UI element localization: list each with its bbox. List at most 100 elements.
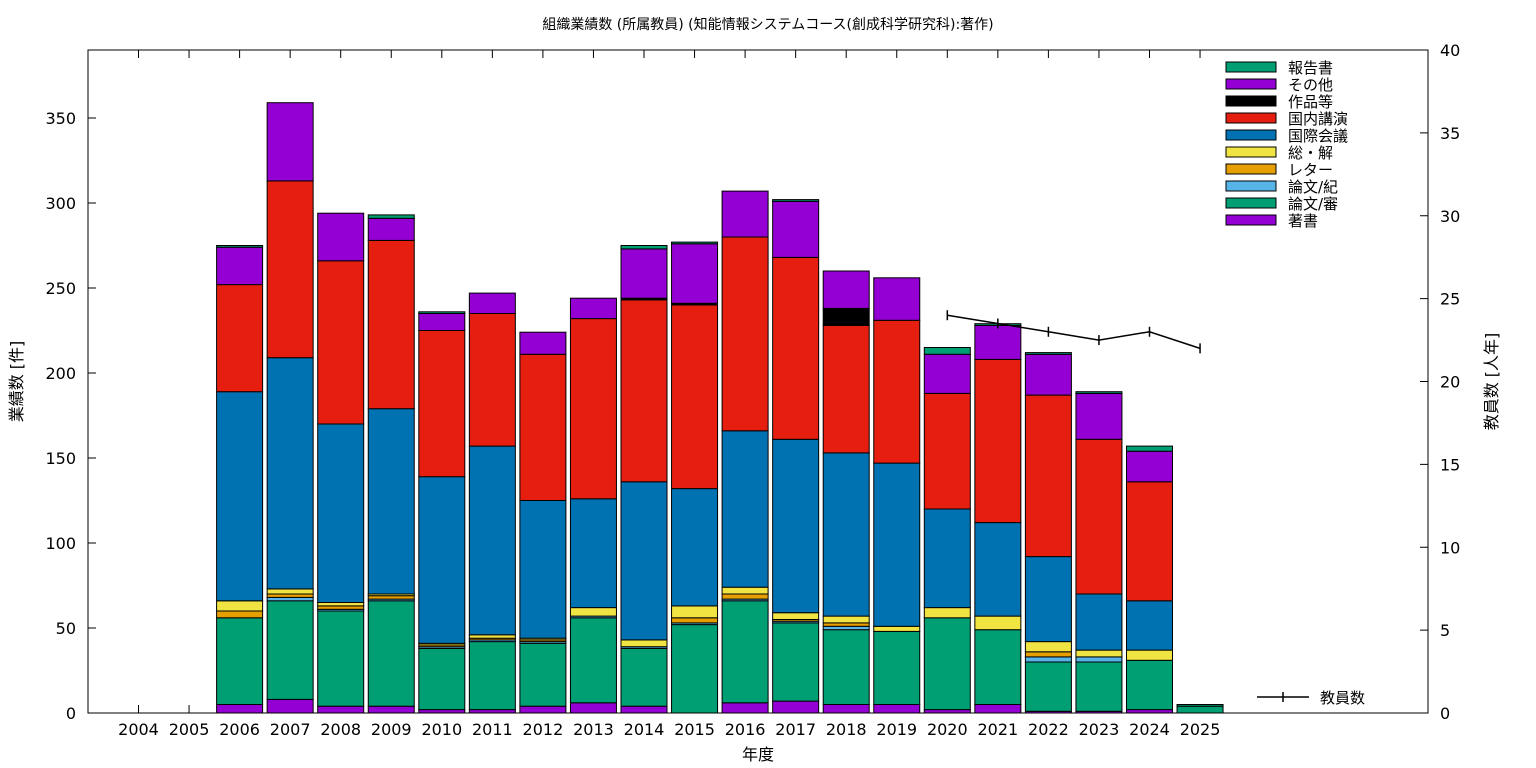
bar-segment xyxy=(367,217,415,241)
bar-segment xyxy=(367,600,415,707)
bar-segment xyxy=(569,498,617,609)
bar-segment xyxy=(367,214,415,219)
bar-segment xyxy=(822,622,870,627)
bar-segment xyxy=(1024,352,1072,355)
bar-segment xyxy=(1176,705,1224,714)
bar-segment xyxy=(569,607,617,617)
bar-segment xyxy=(1126,445,1173,452)
y-tick-label: 50 xyxy=(56,619,76,638)
y2-tick-label: 15 xyxy=(1440,455,1460,474)
bar-segment xyxy=(923,392,971,510)
bar-segment xyxy=(923,347,971,355)
bar-segment xyxy=(721,593,769,600)
chart-title: 組織業績数 (所属教員) (知能情報システムコース(創成科学研究科):著作) xyxy=(542,17,994,33)
legend-swatch xyxy=(1225,197,1277,209)
bar-segment xyxy=(317,705,365,714)
bar-segment xyxy=(671,304,719,490)
x-tick-label: 2017 xyxy=(775,720,816,739)
bar-segment xyxy=(266,596,314,602)
bar-segment xyxy=(873,625,921,632)
bar-segment xyxy=(620,481,668,641)
bar-segment xyxy=(367,408,415,595)
bar-segment xyxy=(266,593,314,598)
bar-segment xyxy=(721,190,769,238)
y-tick-label: 250 xyxy=(45,279,76,298)
bar-segment xyxy=(266,102,314,182)
x-tick-label: 2024 xyxy=(1129,720,1170,739)
legend-label: 国内講演 xyxy=(1288,110,1348,128)
bar-segment xyxy=(721,236,769,432)
bar-segment xyxy=(468,634,516,639)
axis-ticks: 0501001502002503003500510152025303540200… xyxy=(45,41,1460,739)
x-tick-label: 2016 xyxy=(725,720,766,739)
bar-segment xyxy=(216,246,264,286)
bar-segment xyxy=(923,353,971,394)
bar-segment xyxy=(1075,649,1123,658)
legend-label: 著書 xyxy=(1288,212,1318,230)
bar-segment xyxy=(721,600,769,704)
x-tick-label: 2011 xyxy=(472,720,513,739)
bar-segment xyxy=(772,256,820,440)
x-tick-label: 2015 xyxy=(674,720,715,739)
legend-swatch xyxy=(1225,61,1277,73)
y-tick-label: 200 xyxy=(45,364,76,383)
legend-swatch xyxy=(1225,112,1277,124)
bar-segment xyxy=(873,462,921,627)
bar-segment xyxy=(317,602,365,607)
bar-segment xyxy=(822,324,870,454)
bar-segment xyxy=(873,704,921,714)
legend-label: レター xyxy=(1288,161,1333,179)
bar-segment xyxy=(772,438,820,614)
bar-segment xyxy=(468,709,516,714)
legend-label: 作品等 xyxy=(1288,93,1333,111)
x-tick-label: 2020 xyxy=(927,720,968,739)
bar-segment xyxy=(1075,661,1123,712)
bar-segment xyxy=(620,248,668,299)
bar-segment xyxy=(1024,556,1072,643)
bar-segment xyxy=(822,625,870,631)
axis-labels: 年度 業績数 [件] 教員数 [人年] xyxy=(7,333,1501,764)
legend-swatch xyxy=(1225,180,1277,192)
bar-segment xyxy=(923,617,971,711)
bar-segment xyxy=(367,239,415,410)
bar-segment xyxy=(266,357,314,590)
bar-segment xyxy=(317,260,365,425)
x-tick-label: 2007 xyxy=(270,720,311,739)
bar-segment xyxy=(671,488,719,607)
y-tick-label: 100 xyxy=(45,534,76,553)
x-tick-label: 2008 xyxy=(320,720,361,739)
bar-segment xyxy=(468,292,516,315)
bar-segment xyxy=(873,319,921,464)
bar-segment xyxy=(822,615,870,624)
legend-swatch xyxy=(1225,78,1277,90)
bar-segment xyxy=(216,704,264,714)
y-tick-label: 300 xyxy=(45,194,76,213)
y2-tick-label: 10 xyxy=(1440,538,1460,557)
bar-segment xyxy=(620,705,668,714)
bar-segment xyxy=(519,353,567,501)
y2-tick-label: 30 xyxy=(1440,207,1460,226)
bar-segment xyxy=(1024,651,1072,658)
bar-segment xyxy=(873,630,921,706)
bar-segment xyxy=(266,600,314,700)
x-tick-label: 2023 xyxy=(1079,720,1120,739)
bar-segment xyxy=(671,617,719,624)
bar-segment xyxy=(418,313,466,331)
bar-segment xyxy=(1075,392,1123,440)
bar-segment xyxy=(569,297,617,320)
bar-segment xyxy=(1024,661,1072,712)
legend-label: その他 xyxy=(1288,76,1333,94)
bar-segment xyxy=(468,445,516,636)
bar-segment xyxy=(822,270,870,309)
bar-segment xyxy=(620,647,668,707)
bar-segment xyxy=(569,617,617,704)
bar-segment xyxy=(974,615,1022,631)
x-tick-label: 2019 xyxy=(876,720,917,739)
legend-swatch xyxy=(1225,129,1277,141)
bar-segment xyxy=(974,522,1022,617)
bar-segment xyxy=(266,180,314,359)
legend-swatch xyxy=(1225,95,1277,107)
bar-segment xyxy=(367,595,415,600)
bar-segment xyxy=(418,647,466,711)
